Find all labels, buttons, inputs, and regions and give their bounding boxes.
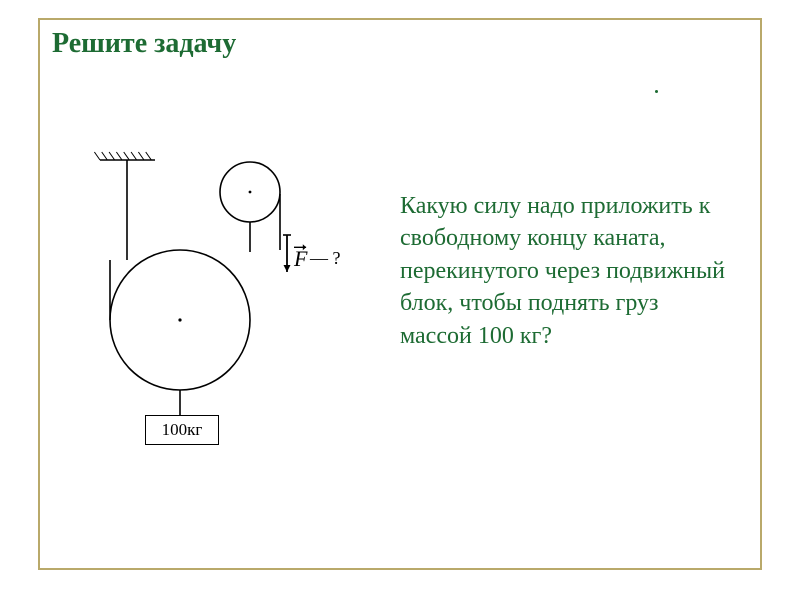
- weight-label-box: 100кг: [145, 415, 219, 445]
- weight-label-text: 100кг: [162, 420, 203, 439]
- diagram-svg: F— ?: [40, 140, 340, 460]
- svg-text:F: F: [293, 246, 308, 271]
- decorative-dot: [655, 90, 658, 93]
- slide-title: Решите задачу: [52, 28, 236, 60]
- svg-text:— ?: — ?: [309, 248, 340, 268]
- physics-diagram: F— ? 100кг: [40, 140, 340, 460]
- problem-text: Какую силу надо приложить к свободному к…: [400, 190, 730, 352]
- slide: Решите задачу Какую силу надо приложить …: [0, 0, 800, 600]
